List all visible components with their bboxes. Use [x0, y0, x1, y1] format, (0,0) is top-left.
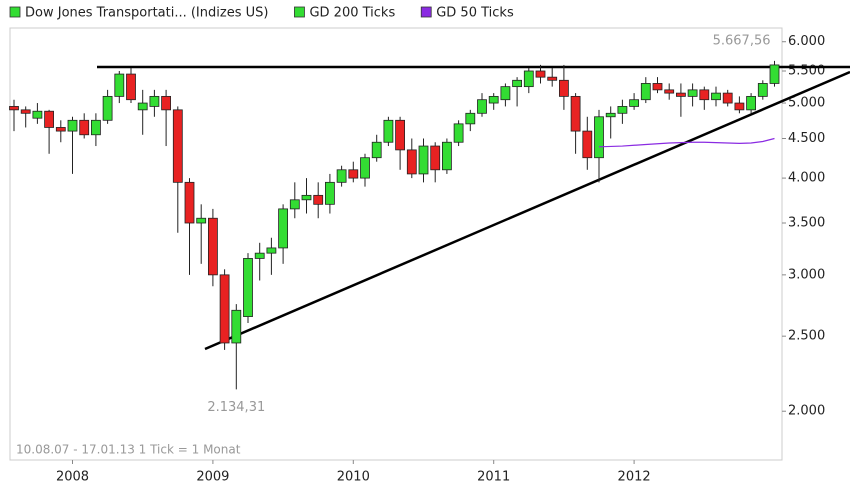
candle-body	[67, 119, 78, 132]
candle-body	[371, 141, 382, 159]
candle-body	[196, 217, 207, 224]
candle-body	[254, 252, 265, 259]
candle-body	[594, 116, 604, 159]
candle-body	[652, 83, 663, 91]
x-tick-label: 2009	[196, 470, 229, 485]
candle-body	[418, 145, 429, 175]
legend-swatch	[294, 6, 305, 18]
y-tick-label: 2.500	[788, 329, 825, 344]
candle-body	[582, 130, 593, 159]
candle-body	[617, 106, 628, 114]
x-tick-label: 2010	[337, 470, 370, 485]
candle-body	[278, 208, 289, 249]
candle-body	[453, 123, 464, 143]
x-tick-label: 2011	[477, 470, 510, 485]
candle-body	[711, 92, 721, 101]
candle-body	[477, 99, 487, 114]
y-tick-label: 3.000	[788, 267, 825, 282]
candle-body	[640, 83, 651, 101]
candle-body	[676, 92, 686, 97]
candle-body	[243, 258, 253, 317]
candle-body	[559, 79, 569, 97]
candle-body	[629, 99, 639, 107]
x-tick-label: 2012	[618, 470, 651, 485]
candle-body	[149, 95, 160, 107]
y-tick-label: 4.500	[788, 131, 825, 146]
candle-body	[231, 309, 242, 344]
x-tick-label: 2008	[56, 470, 89, 485]
candle-body	[500, 86, 511, 101]
candle-body	[91, 119, 101, 136]
legend-label: Dow Jones Transportati... (Indizes US)	[25, 6, 268, 21]
candle-body	[137, 102, 148, 111]
candle-body	[172, 109, 183, 183]
candle-body	[55, 127, 66, 132]
candle-body	[44, 110, 54, 128]
candle-body	[266, 247, 277, 254]
candle-body	[757, 83, 768, 97]
candle-body	[336, 169, 347, 183]
candle-body	[769, 64, 780, 84]
candle-body	[289, 199, 300, 210]
support-line	[204, 70, 850, 351]
legend: Dow Jones Transportati... (Indizes US) GD…	[9, 6, 514, 21]
y-tick-label: 5.500	[788, 63, 825, 78]
candle-body	[161, 95, 172, 111]
candle-body	[570, 95, 581, 132]
candle-body	[395, 119, 406, 151]
candle-body	[722, 92, 733, 104]
moving-average-line	[598, 137, 775, 148]
legend-label: GD 50 Ticks	[436, 6, 514, 21]
candle-body	[734, 102, 745, 111]
candle-body	[488, 95, 499, 104]
candle-body	[219, 274, 230, 344]
candle-body	[687, 89, 698, 97]
candle-body	[20, 109, 31, 114]
legend-label: GD 200 Ticks	[309, 6, 395, 21]
candle-body	[512, 79, 522, 88]
candle-body	[114, 73, 125, 97]
candle-body	[32, 110, 43, 119]
plot-area	[9, 27, 783, 461]
candle-body	[348, 169, 359, 179]
y-tick-label: 3.500	[788, 216, 825, 231]
y-tick-label: 5.000	[788, 96, 825, 111]
y-tick-label: 6.000	[788, 34, 825, 49]
candle-body	[523, 70, 534, 88]
annotation: 5.667,56	[713, 33, 771, 48]
candle-body	[605, 112, 616, 118]
candle-body	[430, 145, 441, 171]
note: 10.08.07 - 17.01.13 1 Tick = 1 Monat	[16, 443, 241, 457]
candle-body	[79, 119, 90, 136]
candle-body	[102, 95, 113, 121]
candle-body	[324, 181, 335, 205]
candle-body	[207, 217, 218, 276]
candle-body	[664, 89, 675, 94]
candle-body	[406, 149, 417, 175]
y-tick-label: 4.000	[788, 171, 825, 186]
legend-swatch	[9, 6, 21, 18]
candle-body	[465, 112, 476, 125]
candle-body	[313, 194, 324, 205]
y-tick-label: 2.000	[788, 404, 825, 419]
candle-body	[746, 95, 756, 111]
candle-body	[184, 181, 195, 224]
candle-body	[547, 76, 558, 81]
annotation: 2.134,31	[207, 400, 265, 415]
candle-body	[360, 157, 370, 179]
candle-body	[9, 106, 19, 111]
candle-body	[535, 70, 546, 78]
legend-swatch	[420, 6, 432, 18]
candle-body	[699, 89, 710, 101]
candle-body	[301, 194, 312, 201]
candle-body	[126, 73, 136, 101]
candle-body	[383, 119, 394, 143]
candle-body	[441, 141, 452, 171]
